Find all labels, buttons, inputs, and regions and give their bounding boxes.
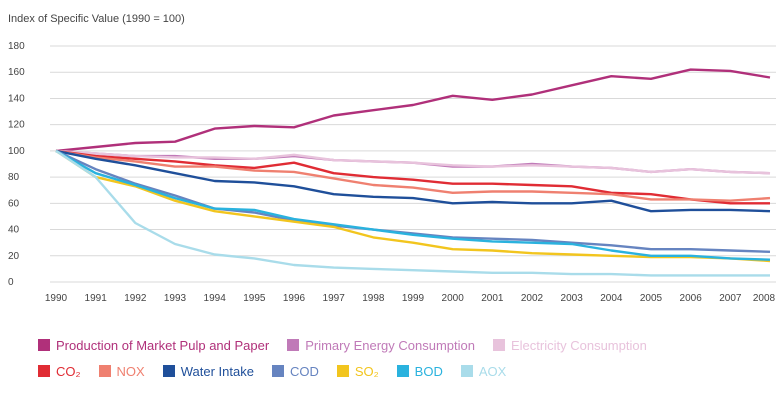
legend-swatch: [460, 365, 473, 377]
legend-item: Electricity Consumption: [492, 337, 647, 353]
series-line-7: [55, 149, 771, 263]
legend-swatch: [271, 365, 284, 377]
legend-row: Production of Market Pulp and Paper Prima…: [38, 332, 784, 358]
x-tick-label: 2000: [442, 293, 465, 304]
x-tick-label: 1990: [45, 293, 68, 304]
gridlines: [50, 45, 776, 283]
x-tick-label: 1992: [124, 293, 147, 304]
legend-label: SO₂: [354, 363, 379, 379]
y-tick-label: 0: [8, 277, 14, 288]
y-tick-label: 120: [8, 120, 25, 131]
legend-item: NOX: [98, 363, 145, 379]
x-tick-label: 1995: [243, 293, 266, 304]
legend-label: Primary Energy Consumption: [305, 337, 475, 353]
series-line-0: [55, 68, 771, 153]
legend-label: NOX: [116, 363, 145, 379]
y-tick-label: 60: [8, 198, 20, 209]
series-line-2: [55, 149, 771, 175]
y-tick-label: 20: [8, 251, 20, 262]
legend-swatch: [336, 365, 349, 377]
x-tick-label: 2003: [561, 293, 584, 304]
x-tick-label: 1993: [164, 293, 187, 304]
y-tick-labels: 0 20 40 60 80 100 120 140 160 180: [8, 41, 25, 288]
x-tick-label: 1999: [402, 293, 425, 304]
x-tick-label: 2004: [600, 293, 623, 304]
x-tick-label: 2005: [640, 293, 663, 304]
series-line-9: [55, 149, 770, 277]
legend-label: Electricity Consumption: [510, 337, 647, 353]
x-tick-label: 1998: [362, 293, 385, 304]
legend-swatch: [38, 339, 50, 351]
legend-row: CO₂ NOX Water Intake COD SO₂ BOD AOX: [38, 358, 784, 384]
y-tick-label: 140: [8, 93, 25, 104]
legend-label: BOD: [414, 363, 443, 379]
legend-item: CO₂: [38, 364, 81, 379]
series-line-6: [55, 149, 771, 253]
legend-swatch: [396, 365, 409, 377]
legend-swatch: [492, 339, 505, 351]
legend-label: COD: [289, 363, 319, 379]
legend-item: COD: [271, 363, 319, 379]
y-tick-label: 100: [8, 146, 25, 157]
x-tick-label: 1996: [283, 293, 306, 304]
x-tick-label: 1991: [85, 293, 108, 304]
y-tick-label: 180: [8, 41, 25, 52]
legend-item: AOX: [460, 363, 507, 379]
legend-label: CO₂: [56, 363, 81, 379]
legend-item: BOD: [396, 363, 443, 379]
x-tick-labels: 1990 1991 1992 1993 1994 1995 1996 1997 1998 1999…: [45, 293, 776, 304]
legend-item: Water Intake: [162, 363, 254, 379]
series-line-4: [55, 149, 771, 202]
x-tick-label: 1994: [204, 293, 227, 304]
legend-swatch: [287, 339, 300, 351]
series-line-3: [55, 149, 770, 205]
x-tick-label: 2006: [680, 293, 703, 304]
legend-item: Production of Market Pulp and Paper: [38, 338, 269, 353]
x-tick-label: 2008: [753, 293, 776, 304]
legend-item: SO₂: [336, 363, 379, 379]
x-tick-label: 2007: [719, 293, 742, 304]
legend-swatch: [162, 365, 175, 377]
legend-label: AOX: [478, 363, 507, 379]
legend-label: Water Intake: [180, 363, 254, 379]
series-line-8: [55, 149, 771, 261]
y-axis-label: Index of Specific Value (1990 = 100): [8, 13, 185, 25]
series-line-5: [55, 149, 771, 213]
series-lines: [55, 68, 771, 277]
y-tick-label: 40: [8, 225, 20, 236]
x-tick-label: 2001: [481, 293, 504, 304]
legend-item: Primary Energy Consumption: [287, 338, 475, 353]
legend-label: Production of Market Pulp and Paper: [56, 337, 270, 353]
y-tick-label: 80: [8, 172, 20, 183]
line-chart: Index of Specific Value (1990 = 100) 0 20…: [8, 13, 776, 304]
x-tick-label: 2002: [521, 293, 544, 304]
y-tick-label: 160: [8, 67, 25, 78]
x-tick-label: 1997: [323, 293, 346, 304]
legend-swatch: [98, 365, 111, 377]
legend: Production of Market Pulp and Paper Prima…: [38, 332, 784, 384]
legend-swatch: [38, 365, 50, 377]
